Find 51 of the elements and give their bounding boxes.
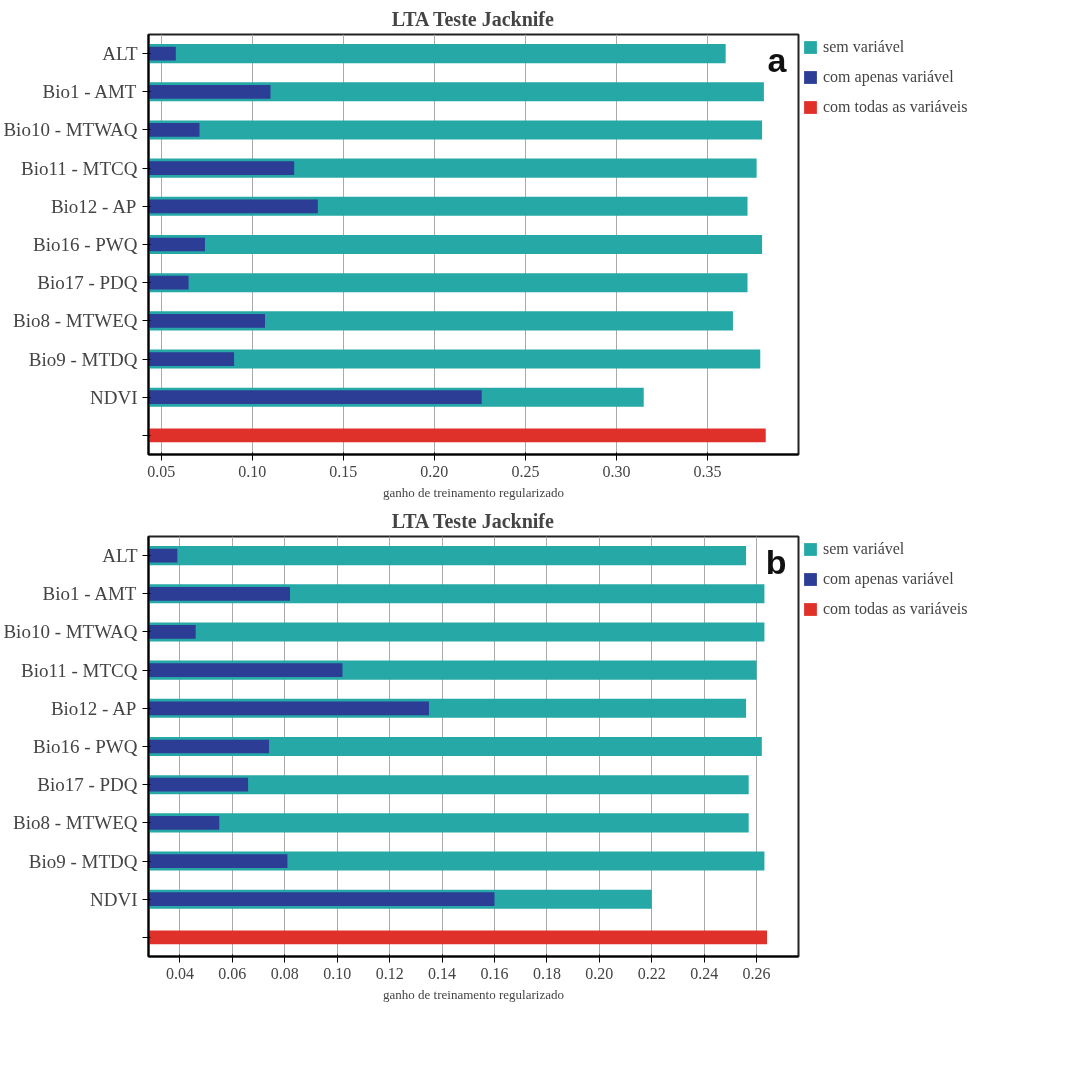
y-tick-label: Bio12 - AP [50,195,137,217]
y-tick-label: Bio10 - MTWAQ [3,119,138,141]
y-tick-label: Bio1 - AMT [42,583,137,605]
legend-label: com todas as variáveis [823,600,968,618]
y-tick-label: ALT [102,545,138,567]
x-axis-title: ganho de treinamento regularizado [383,986,564,1002]
x-tick-label: 0.06 [218,964,247,982]
x-tick-label: 0.10 [238,462,267,480]
y-tick-label: NDVI [90,386,138,408]
x-tick-label: 0.26 [742,964,771,982]
chart-title: LTA Teste Jacknife [391,509,555,532]
x-tick-label: 0.15 [329,462,358,480]
legend-label: sem variável [823,38,905,56]
y-tick-label: Bio12 - AP [50,697,137,719]
legend-label: com apenas variável [823,68,954,86]
y-tick-label: Bio17 - PDQ [37,272,138,294]
x-tick-label: 0.20 [585,964,614,982]
y-tick-label: Bio11 - MTCQ [21,659,138,681]
x-tick-label: 0.12 [375,964,404,982]
x-tick-label: 0.10 [323,964,352,982]
chart-title: LTA Teste Jacknife [391,7,555,30]
y-tick-label: NDVI [90,888,138,910]
legend-label: com todas as variáveis [823,98,968,116]
annotation: b [765,542,787,581]
y-tick-label: Bio1 - AMT [42,81,137,103]
y-tick-label: Bio8 - MTWEQ [12,812,138,834]
y-tick-label: Bio17 - PDQ [37,774,138,796]
y-tick-label: Bio16 - PWQ [33,736,138,757]
x-tick-label: 0.05 [147,462,176,480]
x-axis-title: ganho de treinamento regularizado [383,484,564,500]
x-tick-label: 0.20 [420,462,449,480]
y-tick-label: Bio8 - MTWEQ [12,310,138,332]
x-tick-label: 0.04 [165,964,194,982]
y-tick-label: ALT [102,43,138,65]
legend-label: sem variável [823,540,905,558]
x-tick-label: 0.35 [693,462,722,480]
x-tick-label: 0.24 [690,964,719,982]
legend-label: com apenas variável [823,570,954,588]
x-tick-label: 0.08 [270,964,299,982]
y-tick-label: Bio11 - MTCQ [21,157,138,179]
y-tick-label: Bio10 - MTWAQ [3,621,138,643]
x-tick-label: 0.25 [511,462,540,480]
x-tick-label: 0.16 [480,964,509,982]
x-tick-label: 0.14 [428,964,457,982]
x-tick-label: 0.18 [532,964,561,982]
y-tick-label: Bio16 - PWQ [33,234,138,255]
y-tick-label: Bio9 - MTDQ [28,850,138,872]
x-tick-label: 0.22 [637,964,666,982]
y-tick-label: Bio9 - MTDQ [28,348,138,370]
x-tick-label: 0.30 [602,462,631,480]
annotation: a [767,40,788,79]
